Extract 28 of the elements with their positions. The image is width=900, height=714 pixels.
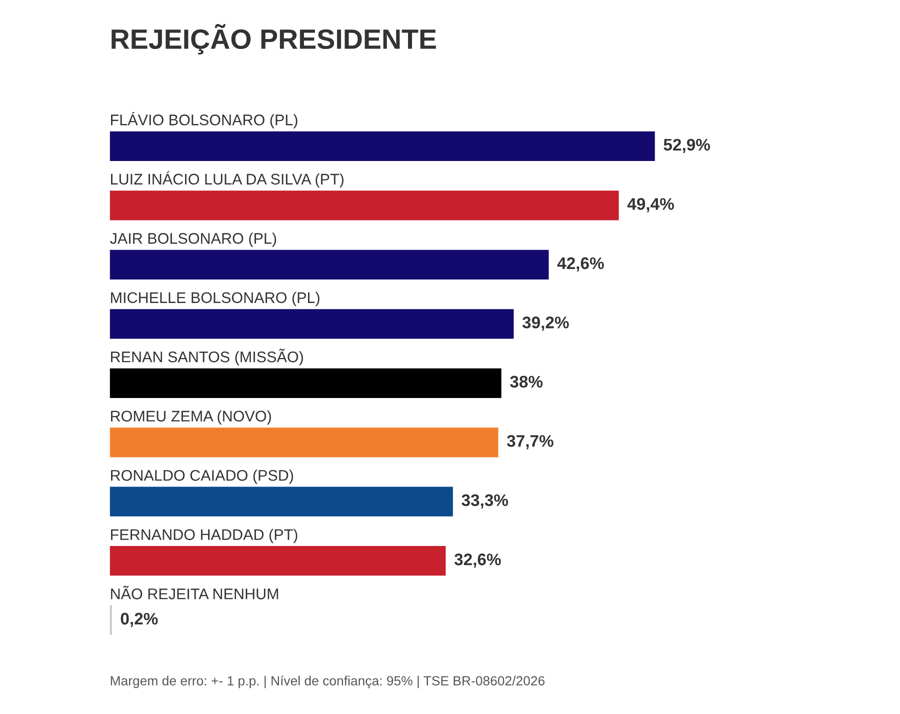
data-label: 49,4%	[627, 198, 674, 212]
y-tick-label: RENAN SANTOS (MISSÃO)	[111, 348, 303, 366]
y-tick-label: FLÁVIO BOLSONARO (PL)	[111, 112, 298, 128]
data-label: 0,2%	[120, 612, 158, 628]
y-tick-label: JAIR BOLSONARO (PL)	[110, 232, 276, 247]
bar	[110, 428, 498, 458]
bar	[110, 131, 655, 161]
bar	[110, 546, 446, 576]
y-tick-label: FERNANDO HADDAD (PT)	[111, 528, 298, 544]
data-label: 33,3%	[462, 494, 508, 509]
y-tick-label: NÃO REJEITA NENHUM	[111, 586, 278, 600]
y-tick-label: MICHELLE BOLSONARO (PL)	[111, 292, 320, 306]
y-tick-label: ROMEU ZEMA (NOVO)	[111, 410, 271, 425]
text: Margem de erro: +- 1 p.p. | Nível de confiança: 95% | TSE BR-08602/2026	[110, 676, 545, 688]
chart-title: REJEIÇÃO PRESIDENTE	[112, 24, 436, 55]
bar	[110, 309, 514, 339]
data-label: 32,6%	[454, 554, 501, 568]
y-tick-label: RONALDO CAIADO (PSD)	[111, 470, 294, 484]
data-label: 52,9%	[664, 138, 710, 154]
bar	[110, 368, 502, 398]
data-label: 38%	[510, 376, 543, 388]
y-tick-label: LUIZ INÁCIO LULA DA SILVA (PT)	[111, 171, 344, 188]
data-label: 37,7%	[506, 435, 554, 450]
bar	[110, 486, 453, 516]
bar	[110, 250, 549, 280]
data-label: 39,2%	[522, 316, 569, 331]
bar	[110, 190, 619, 220]
data-label: 42,6%	[557, 257, 604, 272]
